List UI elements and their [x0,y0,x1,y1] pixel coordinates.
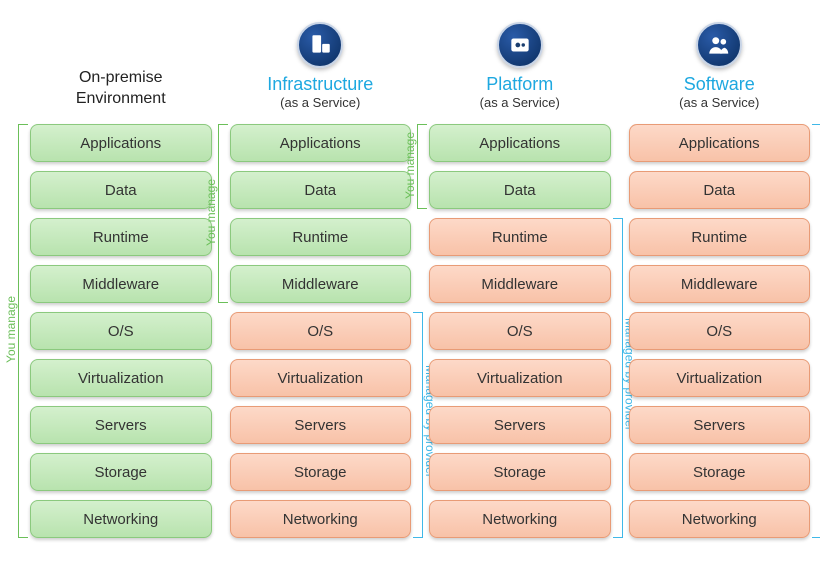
column-subtitle: (as a Service) [480,95,560,110]
layer-applications: Applications [629,124,811,162]
column-subtitle: (as a Service) [679,95,759,110]
layer-applications: Applications [230,124,412,162]
you-manage-label: You manage [204,179,218,246]
column-saas: Software(as a Service) Applications Data Ru… [629,20,811,538]
you-manage-label: You manage [403,132,417,199]
layer-storage: Storage [30,453,212,491]
layer-middleware: Middleware [429,265,611,303]
layer-virtualization: Virtualization [30,359,212,397]
layer-data: Data [230,171,412,209]
provider-bracket [613,218,623,538]
layer-servers: Servers [429,406,611,444]
layer-runtime: Runtime [30,218,212,256]
layer-servers: Servers [230,406,412,444]
provider-bracket [413,312,423,538]
column-header: Software(as a Service) [679,20,759,110]
layer-middleware: Middleware [230,265,412,303]
column-subtitle: (as a Service) [280,95,360,110]
layer-servers: Servers [30,406,212,444]
layer-middleware: Middleware [629,265,811,303]
gears-icon [497,22,543,68]
layer-storage: Storage [629,453,811,491]
layer-stack: Applications Data Runtime Middleware O/S Virt… [629,124,811,538]
layer-middleware: Middleware [30,265,212,303]
column-title: On-premiseEnvironment [76,68,166,110]
layer-storage: Storage [230,453,412,491]
layer-data: Data [30,171,212,209]
column-onprem: On-premiseEnvironment Applications Data Run… [30,20,212,538]
layer-virtualization: Virtualization [230,359,412,397]
provider-bracket [812,124,820,538]
column-title: Software [684,74,755,95]
layer-os: O/S [429,312,611,350]
layer-virtualization: Virtualization [629,359,811,397]
column-header: Platform(as a Service) [480,20,560,110]
you-manage-bracket [218,124,228,303]
layer-os: O/S [230,312,412,350]
column-header: On-premiseEnvironment [76,20,166,110]
layer-applications: Applications [30,124,212,162]
layer-networking: Networking [629,500,811,538]
layer-networking: Networking [230,500,412,538]
layer-runtime: Runtime [429,218,611,256]
layer-runtime: Runtime [230,218,412,256]
layer-stack: Applications Data Runtime Middleware O/S Virt… [230,124,412,538]
layer-networking: Networking [429,500,611,538]
column-header: Infrastructure(as a Service) [267,20,373,110]
you-manage-label: You manage [4,296,18,363]
layer-stack: Applications Data Runtime Middleware O/S Virt… [429,124,611,538]
you-manage-bracket [18,124,28,538]
layer-data: Data [429,171,611,209]
server-icon [297,22,343,68]
users-icon [696,22,742,68]
layer-stack: Applications Data Runtime Middleware O/S Virt… [30,124,212,538]
you-manage-bracket [417,124,427,209]
layer-data: Data [629,171,811,209]
layer-servers: Servers [629,406,811,444]
column-iaas: Infrastructure(as a Service) Applications… [230,20,412,538]
layer-runtime: Runtime [629,218,811,256]
column-title: Infrastructure [267,74,373,95]
layer-applications: Applications [429,124,611,162]
cloud-service-model-diagram: On-premiseEnvironment Applications Data Run… [0,0,820,558]
layer-os: O/S [629,312,811,350]
layer-networking: Networking [30,500,212,538]
layer-storage: Storage [429,453,611,491]
column-title: Platform [486,74,553,95]
layer-os: O/S [30,312,212,350]
column-paas: Platform(as a Service) Applications Data Ru… [429,20,611,538]
layer-virtualization: Virtualization [429,359,611,397]
